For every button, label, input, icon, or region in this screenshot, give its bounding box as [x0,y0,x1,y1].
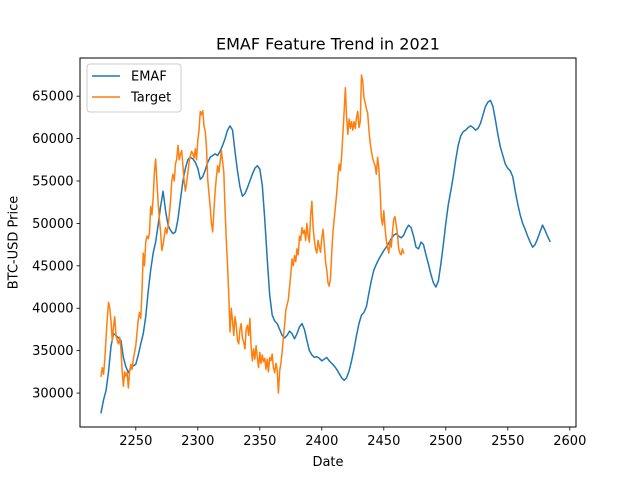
y-tick-label: 50000 [32,217,73,232]
series-layer [100,74,551,414]
series-line-target [100,74,405,394]
x-tick-label: 2600 [553,434,586,449]
y-tick-label: 45000 [32,259,73,274]
x-tick-label: 2300 [181,434,214,449]
x-axis-ticks: 2250 2300 2350 2400 2450 2500 2550 2600 [119,427,586,449]
series-line-emaf [100,99,551,414]
legend-label-emaf: EMAF [131,70,167,85]
x-tick-label: 2350 [243,434,276,449]
plot-frame [79,57,577,428]
chart-title: EMAF Feature Trend in 2021 [216,35,440,54]
x-tick-label: 2550 [491,434,524,449]
y-axis-ticks: 30000 35000 40000 45000 50000 55000 60000 65000 [32,90,80,402]
legend: EMAF Target [86,63,182,113]
legend-label-target: Target [130,91,171,106]
y-tick-label: 40000 [32,302,73,317]
legend-entries: EMAF Target [92,70,171,106]
y-tick-label: 30000 [32,387,73,402]
y-tick-label: 65000 [32,90,73,105]
x-axis-title: Date [312,455,343,470]
plot-area [79,57,577,428]
y-tick-label: 35000 [32,344,73,359]
x-tick-label: 2250 [119,434,152,449]
x-tick-label: 2450 [367,434,400,449]
y-axis-title: BTC-USD Price [7,196,22,290]
y-tick-label: 55000 [32,175,73,190]
x-tick-label: 2500 [429,434,462,449]
y-tick-label: 60000 [32,132,73,147]
x-tick-label: 2400 [305,434,338,449]
